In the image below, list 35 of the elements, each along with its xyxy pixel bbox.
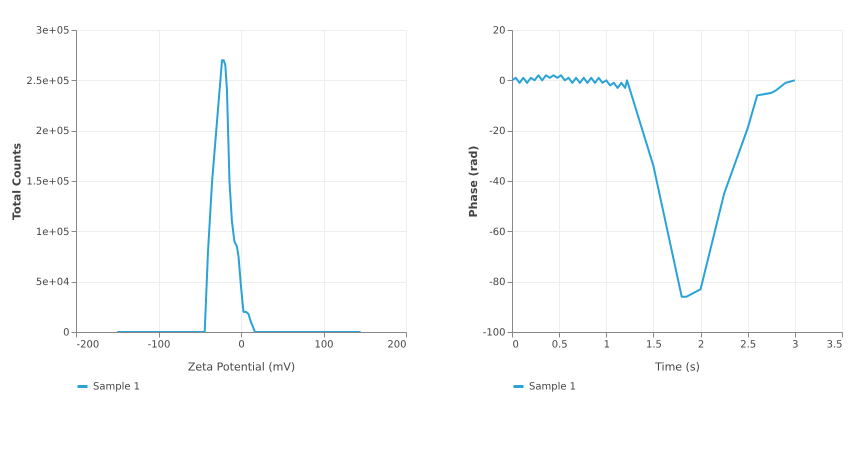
x-tick-label: -200 bbox=[76, 340, 100, 350]
y-tick-label: 20 bbox=[492, 26, 506, 36]
legend-label: Sample 1 bbox=[529, 382, 576, 392]
y-tick-label: 1e+05 bbox=[36, 226, 70, 238]
y-tick-label: 1.5e+05 bbox=[26, 176, 70, 188]
y-tick-label: 0 bbox=[63, 328, 70, 338]
x-tick-label: 0.5 bbox=[552, 340, 568, 350]
legend-label: Sample 1 bbox=[93, 382, 140, 392]
y-tick-label: 3e+05 bbox=[36, 26, 70, 36]
y-tick-label: -60 bbox=[489, 226, 506, 238]
y-tick-label: 0 bbox=[499, 76, 506, 87]
x-tick-label: 2.5 bbox=[740, 340, 756, 350]
y-tick-label: -80 bbox=[489, 277, 506, 288]
y-tick-label: -100 bbox=[482, 328, 506, 338]
y-tick-label: 2e+05 bbox=[36, 126, 70, 138]
y-tick-label: -20 bbox=[489, 126, 506, 138]
x-axis-title: Zeta Potential (mV) bbox=[188, 360, 296, 374]
y-axis-title: Phase (rad) bbox=[466, 146, 480, 218]
x-tick-label: 0 bbox=[238, 340, 245, 350]
x-tick-label: 1.5 bbox=[646, 340, 662, 350]
x-tick-label: 3.5 bbox=[826, 340, 842, 350]
line-series bbox=[512, 74, 796, 298]
y-tick-label: 5e+04 bbox=[36, 277, 70, 288]
x-tick-label: 2 bbox=[698, 340, 704, 350]
x-tick-label: 100 bbox=[314, 340, 334, 350]
x-tick-label: 3 bbox=[792, 340, 799, 350]
y-tick-label: -40 bbox=[489, 176, 506, 188]
line-series bbox=[116, 59, 362, 332]
x-tick-label: 0 bbox=[512, 340, 519, 350]
x-tick-label: 1 bbox=[604, 340, 610, 350]
y-tick-label: 2.5e+05 bbox=[26, 76, 70, 87]
y-axis-title: Total Counts bbox=[10, 142, 24, 220]
x-tick-label: -100 bbox=[148, 340, 170, 350]
x-axis-title: Time (s) bbox=[654, 360, 700, 374]
x-tick-label: 200 bbox=[387, 340, 406, 350]
